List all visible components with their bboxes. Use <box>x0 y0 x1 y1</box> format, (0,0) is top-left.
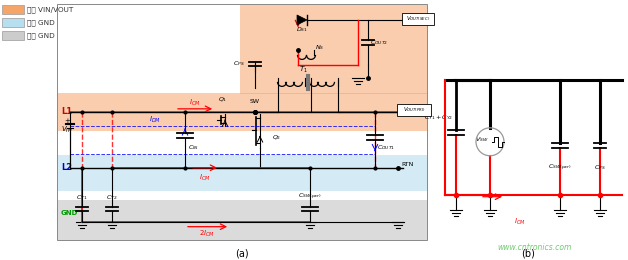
Text: $Q_2$: $Q_2$ <box>272 133 281 142</box>
Text: $I_{CM}$: $I_{CM}$ <box>514 217 526 227</box>
Text: $V_{IN}$: $V_{IN}$ <box>61 125 73 135</box>
Text: $C_{SW(par)}$: $C_{SW(par)}$ <box>548 163 572 173</box>
Bar <box>57 93 427 131</box>
Text: $C_{Y1}$: $C_{Y1}$ <box>76 193 88 202</box>
Text: $V_{OUT(PRI)}$: $V_{OUT(PRI)}$ <box>403 106 425 114</box>
FancyBboxPatch shape <box>397 104 431 116</box>
Text: $Q_1$: $Q_1$ <box>219 95 227 104</box>
Text: $C_{IN}$: $C_{IN}$ <box>188 143 199 152</box>
Text: (a): (a) <box>236 249 249 259</box>
Text: $T_1$: $T_1$ <box>298 65 308 75</box>
Text: $I_{CM}$: $I_{CM}$ <box>189 98 201 108</box>
Text: $C_{PS}$: $C_{PS}$ <box>594 163 606 172</box>
Text: (b): (b) <box>521 249 535 259</box>
Text: $C_{Y1}+C_{Y2}$: $C_{Y1}+C_{Y2}$ <box>424 113 453 122</box>
Text: $C_{PS}$: $C_{PS}$ <box>234 60 245 68</box>
Bar <box>57 4 427 240</box>
Text: $I_{CM}$: $I_{CM}$ <box>199 173 211 183</box>
Text: RTN: RTN <box>401 162 413 167</box>
Text: $2I_{CM}$: $2I_{CM}$ <box>199 229 215 239</box>
Text: L2: L2 <box>61 163 72 172</box>
Text: $C_{OUT1}$: $C_{OUT1}$ <box>377 143 395 152</box>
Text: L1: L1 <box>61 107 72 116</box>
Text: $V_{SW}$: $V_{SW}$ <box>475 135 489 144</box>
FancyBboxPatch shape <box>402 13 434 25</box>
Text: 电源 GND: 电源 GND <box>27 19 55 26</box>
Text: $N_S$: $N_S$ <box>315 43 324 52</box>
Bar <box>2 5 24 14</box>
Text: www.cntronics.com: www.cntronics.com <box>498 243 572 252</box>
Text: 底盘 GND: 底盘 GND <box>27 32 55 39</box>
Text: SW: SW <box>250 99 260 104</box>
Bar <box>240 4 427 94</box>
Bar <box>57 155 427 191</box>
Text: +: + <box>64 118 70 124</box>
Bar <box>57 200 427 240</box>
Bar <box>2 31 24 40</box>
Text: $V_{OUT(SEC)}$: $V_{OUT(SEC)}$ <box>406 15 430 23</box>
Polygon shape <box>297 15 307 25</box>
Text: $C_{Y2}$: $C_{Y2}$ <box>106 193 117 202</box>
Text: GND: GND <box>61 210 78 216</box>
Bar <box>2 18 24 27</box>
Text: $I_{DM}$: $I_{DM}$ <box>149 115 161 125</box>
Text: $C_{SW(par)}$: $C_{SW(par)}$ <box>298 192 322 202</box>
Text: 电源 VIN/VOUT: 电源 VIN/VOUT <box>27 6 73 13</box>
Text: $D_{S1}$: $D_{S1}$ <box>296 25 308 34</box>
Text: $C_{OUT2}$: $C_{OUT2}$ <box>370 38 388 47</box>
